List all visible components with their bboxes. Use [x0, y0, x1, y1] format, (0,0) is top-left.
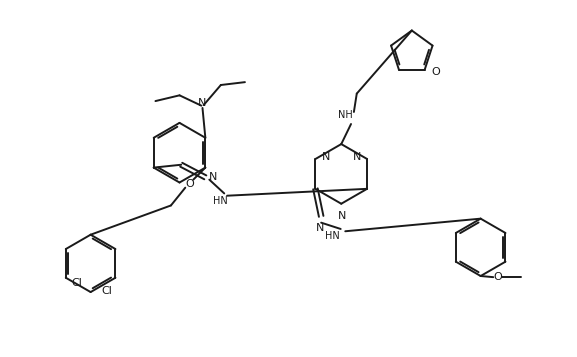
Text: N: N: [353, 152, 361, 162]
Text: N: N: [198, 98, 207, 108]
Text: Cl: Cl: [102, 286, 113, 296]
Text: NH: NH: [339, 110, 353, 120]
Text: N: N: [322, 152, 330, 162]
Text: O: O: [185, 178, 194, 188]
Text: N: N: [209, 172, 217, 182]
Text: HN: HN: [213, 196, 227, 206]
Text: N: N: [316, 223, 324, 233]
Text: O: O: [432, 67, 440, 77]
Text: O: O: [493, 272, 502, 282]
Text: N: N: [338, 211, 347, 221]
Text: HN: HN: [325, 231, 340, 241]
Text: Cl: Cl: [72, 278, 83, 288]
